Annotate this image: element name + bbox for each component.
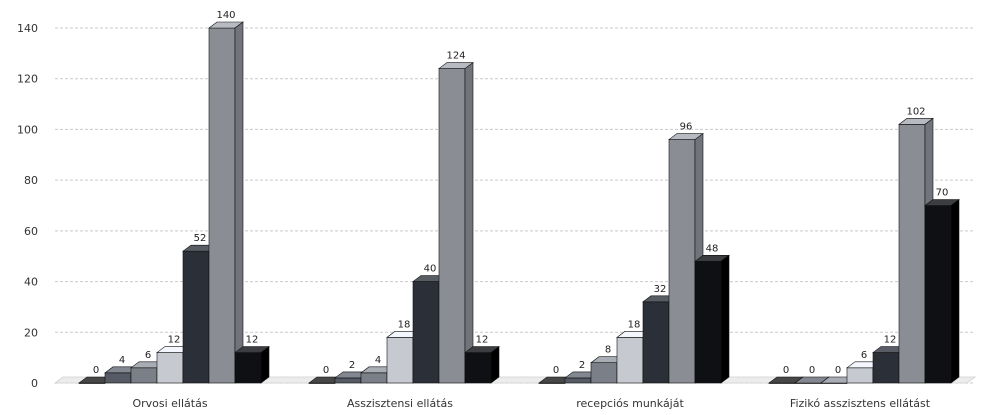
bar-front — [642, 301, 670, 384]
data-label: 12 — [168, 335, 181, 346]
data-label: 12 — [246, 335, 259, 346]
data-label: 0 — [809, 365, 815, 376]
data-label: 12 — [476, 335, 489, 346]
data-label: 70 — [936, 188, 949, 199]
bar-side — [234, 21, 244, 384]
y-tick-label: 20 — [24, 326, 38, 339]
bar-front — [590, 362, 618, 384]
bar-front — [438, 68, 466, 384]
bar-front — [334, 377, 362, 384]
bar-side — [464, 61, 474, 384]
data-label: 32 — [654, 284, 667, 295]
data-label: 4 — [119, 355, 125, 366]
y-axis-ticks: 0 20 40 60 80 100 120 140 — [17, 22, 38, 390]
data-label: 4 — [375, 355, 381, 366]
data-label: 6 — [861, 350, 867, 361]
bar-front — [464, 352, 492, 384]
bar-front — [360, 372, 388, 384]
bar-side — [950, 198, 960, 384]
bar-front — [846, 367, 874, 384]
data-label: 0 — [553, 365, 559, 376]
bar-front — [386, 337, 414, 384]
data-label: 18 — [398, 319, 411, 330]
data-label: 2 — [349, 360, 355, 371]
data-label: 52 — [194, 233, 207, 244]
category-label: Asszisztensi ellátás — [347, 397, 453, 410]
bar — [694, 254, 730, 384]
category-label: Orvosi ellátás — [132, 397, 207, 410]
bar — [464, 345, 500, 384]
data-label: 0 — [323, 365, 329, 376]
bar — [234, 345, 270, 384]
bar-front — [694, 260, 722, 384]
bar-front — [156, 352, 184, 384]
bar-front — [208, 27, 236, 384]
category-labels: Orvosi ellátás Asszisztensi ellátás recepc… — [132, 397, 930, 410]
bar-front — [182, 250, 210, 384]
bar-front — [130, 367, 158, 384]
data-label: 40 — [424, 264, 437, 275]
y-tick-label: 0 — [31, 377, 38, 390]
data-label: 0 — [783, 365, 789, 376]
y-tick-label: 120 — [17, 73, 38, 86]
bar-side — [720, 254, 730, 384]
bar — [924, 198, 960, 384]
y-tick-label: 60 — [24, 225, 38, 238]
bar-front — [924, 205, 952, 384]
bar-front — [104, 372, 132, 384]
grid-layer — [55, 27, 975, 384]
data-label: 0 — [93, 365, 99, 376]
bar-front — [616, 337, 644, 384]
data-label: 8 — [605, 345, 611, 356]
bar-front — [564, 377, 592, 384]
bar-front — [412, 281, 440, 384]
y-tick-label: 40 — [24, 276, 38, 289]
bar-side — [490, 345, 500, 384]
bar-front — [234, 352, 262, 384]
data-labels: 0 4 6 12 52 140 12 0 2 4 18 40 124 12 0 2 8 18 32 96 48 0 0 0 6 1… — [93, 10, 949, 376]
category-label: Fizikó asszisztens ellátást — [790, 397, 931, 410]
data-label: 140 — [216, 10, 235, 21]
bars — [78, 21, 960, 384]
bar-front — [668, 139, 696, 384]
bar-side — [260, 345, 270, 384]
data-label: 2 — [579, 360, 585, 371]
bar-front — [872, 352, 900, 384]
data-label: 18 — [628, 319, 641, 330]
data-label: 12 — [884, 335, 897, 346]
data-label: 0 — [835, 365, 841, 376]
data-label: 6 — [145, 350, 151, 361]
data-label: 124 — [446, 51, 465, 62]
data-label: 96 — [680, 122, 693, 133]
data-label: 102 — [906, 106, 925, 117]
data-label: 48 — [706, 243, 719, 254]
bar-front — [898, 124, 926, 384]
category-label: recepciós munkáját — [576, 397, 684, 410]
y-tick-label: 140 — [17, 22, 38, 35]
bar — [208, 21, 244, 384]
y-tick-label: 80 — [24, 174, 38, 187]
bar — [438, 61, 474, 384]
y-tick-label: 100 — [17, 123, 38, 136]
